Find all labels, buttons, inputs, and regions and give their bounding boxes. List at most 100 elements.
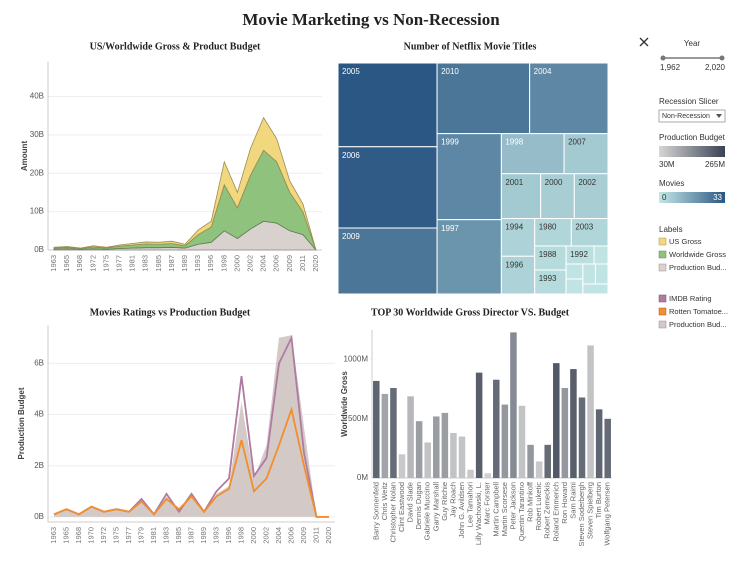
legend-label: Rotten Tomatoe... — [669, 307, 728, 316]
cell-label: 2004 — [534, 67, 552, 76]
treemap-cell — [593, 245, 609, 265]
bar — [415, 421, 423, 478]
chart-title: Movies Ratings vs Production Budget — [90, 307, 251, 318]
bar — [441, 412, 449, 478]
y-tick-label: 0M — [357, 473, 368, 482]
x-tick-label: 1993 — [211, 527, 220, 544]
x-tick-label: 1975 — [111, 527, 120, 544]
budget-max: 265M — [705, 160, 725, 169]
x-tick-label: Gabriele Muccino — [423, 482, 432, 540]
bar — [518, 405, 526, 478]
x-tick-label: 1987 — [186, 527, 195, 544]
x-tick-label: 2020 — [311, 255, 320, 272]
y-tick-label: 40B — [30, 92, 44, 101]
legend-swatch — [658, 237, 667, 246]
x-tick-label: 1968 — [74, 527, 83, 544]
bar — [570, 369, 577, 478]
treemap-cell — [565, 278, 584, 295]
x-tick-label: 1965 — [62, 255, 71, 272]
slicer-value: Non-Recession — [662, 113, 710, 120]
x-tick-label: 2006 — [286, 527, 295, 544]
x-tick-label: 1977 — [114, 255, 123, 272]
x-tick-label: Steven Soderbergh — [577, 482, 586, 547]
cell-label: 1994 — [505, 223, 523, 232]
treemap-cell — [570, 218, 609, 247]
bar — [501, 404, 509, 478]
slider-handle[interactable] — [719, 55, 725, 61]
bar — [450, 433, 457, 478]
slider-handle[interactable] — [660, 55, 666, 61]
x-tick-label: Lee Tamahori — [466, 482, 475, 528]
cell-label: 2001 — [505, 178, 523, 187]
x-tick-label: 1979 — [136, 527, 145, 544]
slicer-title: Recession Slicer — [659, 97, 719, 106]
x-tick-label: Guy Ritchie — [440, 482, 449, 521]
cell-label: 1980 — [539, 223, 557, 232]
bar — [595, 409, 603, 478]
legend-swatch — [658, 250, 667, 259]
x-tick-label: Dennis Dugan — [414, 482, 423, 530]
bar — [390, 388, 397, 478]
x-tick-label: 2009 — [285, 255, 294, 272]
bar — [553, 363, 560, 478]
x-tick-label: Marc Forster — [483, 482, 492, 525]
x-tick-label: 2011 — [311, 527, 320, 543]
cell-label: 2000 — [545, 178, 563, 187]
x-tick-label: 1998 — [236, 527, 245, 544]
slicer-dropdown[interactable] — [658, 109, 726, 123]
bar — [373, 380, 380, 478]
x-tick-label: 1981 — [128, 255, 137, 272]
bar — [398, 454, 406, 478]
x-tick-label: Ron Howard — [560, 482, 569, 524]
bar — [467, 469, 474, 478]
x-tick-label: 1983 — [161, 527, 170, 544]
x-tick-label: Lilly Wachowski, L. — [474, 482, 483, 545]
cell-label: 2007 — [568, 138, 586, 147]
treemap-cell — [534, 269, 567, 295]
x-tick-label: Garry Marshall — [431, 482, 440, 532]
x-tick-label: 2009 — [299, 527, 308, 544]
treemap-cell — [582, 283, 609, 295]
cell-label: 1993 — [539, 274, 557, 283]
bar — [484, 473, 491, 478]
close-button[interactable] — [639, 37, 649, 47]
x-tick-label: 2000 — [232, 255, 241, 272]
x-tick-label: David Slade — [406, 482, 415, 522]
x-tick-label: 1996 — [206, 255, 215, 272]
x-tick-label: 1975 — [101, 255, 110, 272]
treemap-cell — [573, 173, 609, 220]
x-tick-label: 1965 — [61, 527, 70, 544]
x-tick-label: 1985 — [154, 255, 163, 272]
treemap-cell — [337, 227, 438, 295]
bar — [510, 332, 517, 478]
bar — [493, 379, 500, 478]
dropdown-caret — [716, 114, 722, 118]
y-axis-label: Worldwide Gross — [340, 371, 349, 437]
cell-label: 1997 — [441, 224, 459, 233]
bar — [544, 444, 551, 478]
x-tick-label: 1972 — [88, 255, 97, 272]
x-tick-label: Jay Roach — [448, 482, 457, 517]
x-tick-label: 1983 — [141, 255, 150, 272]
x-tick-label: 1981 — [149, 527, 158, 544]
x-tick-label: 1972 — [99, 527, 108, 544]
bar — [561, 388, 569, 478]
treemap-cell — [337, 146, 438, 229]
x-tick-label: 1985 — [174, 527, 183, 544]
x-tick-label: Peter Jackson — [508, 482, 517, 530]
x-tick-label: 2006 — [272, 255, 281, 272]
x-tick-label: 1989 — [199, 527, 208, 544]
x-tick-label: Sam Raimi — [568, 482, 577, 519]
y-tick-label: 500M — [348, 414, 368, 423]
cell-label: 1996 — [505, 260, 523, 269]
y-tick-label: 4B — [34, 410, 44, 419]
x-tick-label: Roland Emmerich — [551, 482, 560, 542]
y-tick-label: 30B — [30, 130, 44, 139]
legend-swatch — [658, 263, 667, 272]
chart-title: US/Worldwide Gross & Product Budget — [90, 41, 261, 52]
chart-title: TOP 30 Worldwide Gross Director VS. Budg… — [371, 307, 570, 318]
x-tick-label: John G. Avildsen — [457, 482, 466, 538]
cell-label: 2002 — [578, 178, 596, 187]
treemap-cell — [582, 263, 596, 285]
